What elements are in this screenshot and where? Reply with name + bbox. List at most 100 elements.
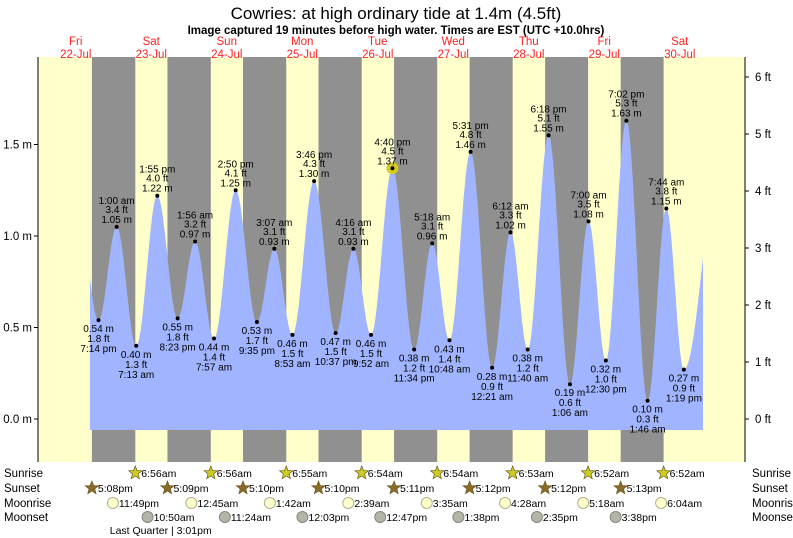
high-tide-point: 1:56 am3.2 ft0.97 m xyxy=(177,210,213,244)
left-tick-label: 0.5 m xyxy=(3,323,32,335)
tide-meters: 1.08 m xyxy=(573,209,604,220)
tide-feet: 1.4 ft xyxy=(203,352,225,363)
tide-meters: 0.55 m xyxy=(162,322,193,333)
moonrise-icon xyxy=(106,497,119,509)
left-tick-label: 1.0 m xyxy=(3,231,32,243)
tide-dot xyxy=(114,224,119,229)
day-date: 25-Jul xyxy=(287,49,318,61)
extrema-labels: 0.54 m1.8 ft7:14 pm1:00 am3.4 ft1.05 m0.… xyxy=(80,90,702,436)
day-date: 28-Jul xyxy=(513,49,544,61)
low-tide-point: 0.19 m0.6 ft1:06 am xyxy=(552,382,588,419)
tide-dot xyxy=(333,330,338,335)
right-tick-label: 6 ft xyxy=(755,72,772,84)
day-name: Mon xyxy=(291,36,313,48)
sunset-time: 5:10pm xyxy=(325,483,360,495)
right-tick-label: 4 ft xyxy=(755,186,772,198)
high-tide-point: 7:00 am3.5 ft1.08 m xyxy=(570,190,607,224)
high-tide-point: 4:40 pm4.5 ft1.37 m xyxy=(374,137,411,171)
tide-feet: 1.5 ft xyxy=(281,349,303,360)
tide-time: 1:56 am xyxy=(177,210,213,221)
sunset-time: 5:12pm xyxy=(476,483,511,495)
high-tide-point: 2:50 pm4.1 ft1.25 m xyxy=(218,159,254,193)
tide-meters: 0.97 m xyxy=(180,229,211,240)
high-tide-point: 5:18 am3.1 ft0.96 m xyxy=(414,212,450,246)
day-date: 24-Jul xyxy=(211,49,242,61)
moonrise-time: 2:39am xyxy=(354,498,389,510)
tide-dot xyxy=(525,347,530,352)
moonrise-label-left: Moonrise xyxy=(4,498,51,510)
tide-time: 7:14 pm xyxy=(80,344,116,355)
left-tick-label: 1.5 m xyxy=(3,140,32,152)
tide-time: 1:19 pm xyxy=(666,394,702,405)
moonrise-time: 12:45am xyxy=(197,498,238,510)
sunrise-icon xyxy=(278,465,294,480)
sunset-icon xyxy=(84,480,100,495)
tide-time: 12:21 am xyxy=(471,392,513,403)
tide-meters: 0.19 m xyxy=(555,388,586,399)
tide-time: 9:35 pm xyxy=(239,346,275,357)
tide-dot xyxy=(290,332,295,337)
tide-meters: 1.25 m xyxy=(220,178,251,189)
moonrise-label-right: Moonrise xyxy=(752,498,793,510)
tide-dot xyxy=(351,246,356,251)
sunset-icon xyxy=(537,480,553,495)
low-tide-point: 0.10 m0.3 ft1:46 am xyxy=(629,398,666,436)
tide-feet: 1.2 ft xyxy=(403,363,425,374)
tide-dot xyxy=(134,343,139,348)
high-tide-point: 3:07 am3.1 ft0.93 m xyxy=(256,218,292,251)
sunset-time: 5:13pm xyxy=(627,483,662,495)
sunrise-time: 6:56am xyxy=(217,468,252,480)
moonrise-time: 1:42am xyxy=(276,498,311,510)
tide-area xyxy=(89,120,704,430)
low-tide-point: 0.46 m1.5 ft8:53 am xyxy=(274,332,311,370)
tide-feet: 0.6 ft xyxy=(559,398,581,409)
tide-meters: 1.55 m xyxy=(533,123,564,134)
day-name: Sun xyxy=(217,36,237,48)
sunset-icon xyxy=(310,480,327,495)
day-date: 29-Jul xyxy=(589,49,620,61)
moonset-icon xyxy=(296,511,309,523)
tide-dot xyxy=(254,320,259,325)
sunrise-time: 6:54am xyxy=(368,468,403,480)
moonrise-icon xyxy=(342,497,355,509)
day-name: Wed xyxy=(442,36,465,48)
sunrise-icon xyxy=(203,465,219,480)
moonset-icon xyxy=(609,511,622,523)
tide-dot xyxy=(546,133,551,138)
left-tick-label: 0.0 m xyxy=(3,414,32,426)
tide-dot xyxy=(212,336,217,341)
tide-feet: 3.2 ft xyxy=(184,219,206,230)
high-tide-point: 6:12 am3.3 ft1.02 m xyxy=(492,201,529,235)
tide-dot xyxy=(603,358,608,363)
tide-time: 11:40 am xyxy=(507,373,548,384)
sunset-icon xyxy=(386,480,402,495)
high-tide-point: 7:02 pm5.3 ft1.63 m xyxy=(608,90,644,123)
day-date: 27-Jul xyxy=(438,49,469,61)
moonset-icon xyxy=(452,511,465,523)
moonset-label-right: Moonset xyxy=(752,512,793,524)
sunset-icon xyxy=(613,480,629,495)
tide-dot xyxy=(369,332,374,337)
chart-title: Cowries: at high ordinary tide at 1.4m (… xyxy=(231,4,562,23)
tide-time: 1:55 pm xyxy=(139,165,175,176)
tide-dot xyxy=(508,230,513,235)
tide-meters: 0.44 m xyxy=(199,342,230,353)
tide-feet: 4.5 ft xyxy=(381,146,403,157)
tide-curve xyxy=(89,120,704,430)
sunrise-icon xyxy=(127,465,143,480)
moonset-icon xyxy=(530,511,543,523)
tide-dot xyxy=(490,365,495,370)
day-date: 26-Jul xyxy=(362,49,393,61)
tide-meters: 1.15 m xyxy=(651,197,682,208)
tide-feet: 1.5 ft xyxy=(325,347,347,358)
tide-time: 6:12 am xyxy=(492,201,528,212)
tide-meters: 0.43 m xyxy=(434,344,465,355)
moon-phase-label: Last Quarter | 3:01pm xyxy=(110,525,212,537)
tide-feet: 4.1 ft xyxy=(225,168,247,179)
sunset-label-right: Sunset xyxy=(752,483,789,495)
day-name: Fri xyxy=(69,36,82,48)
